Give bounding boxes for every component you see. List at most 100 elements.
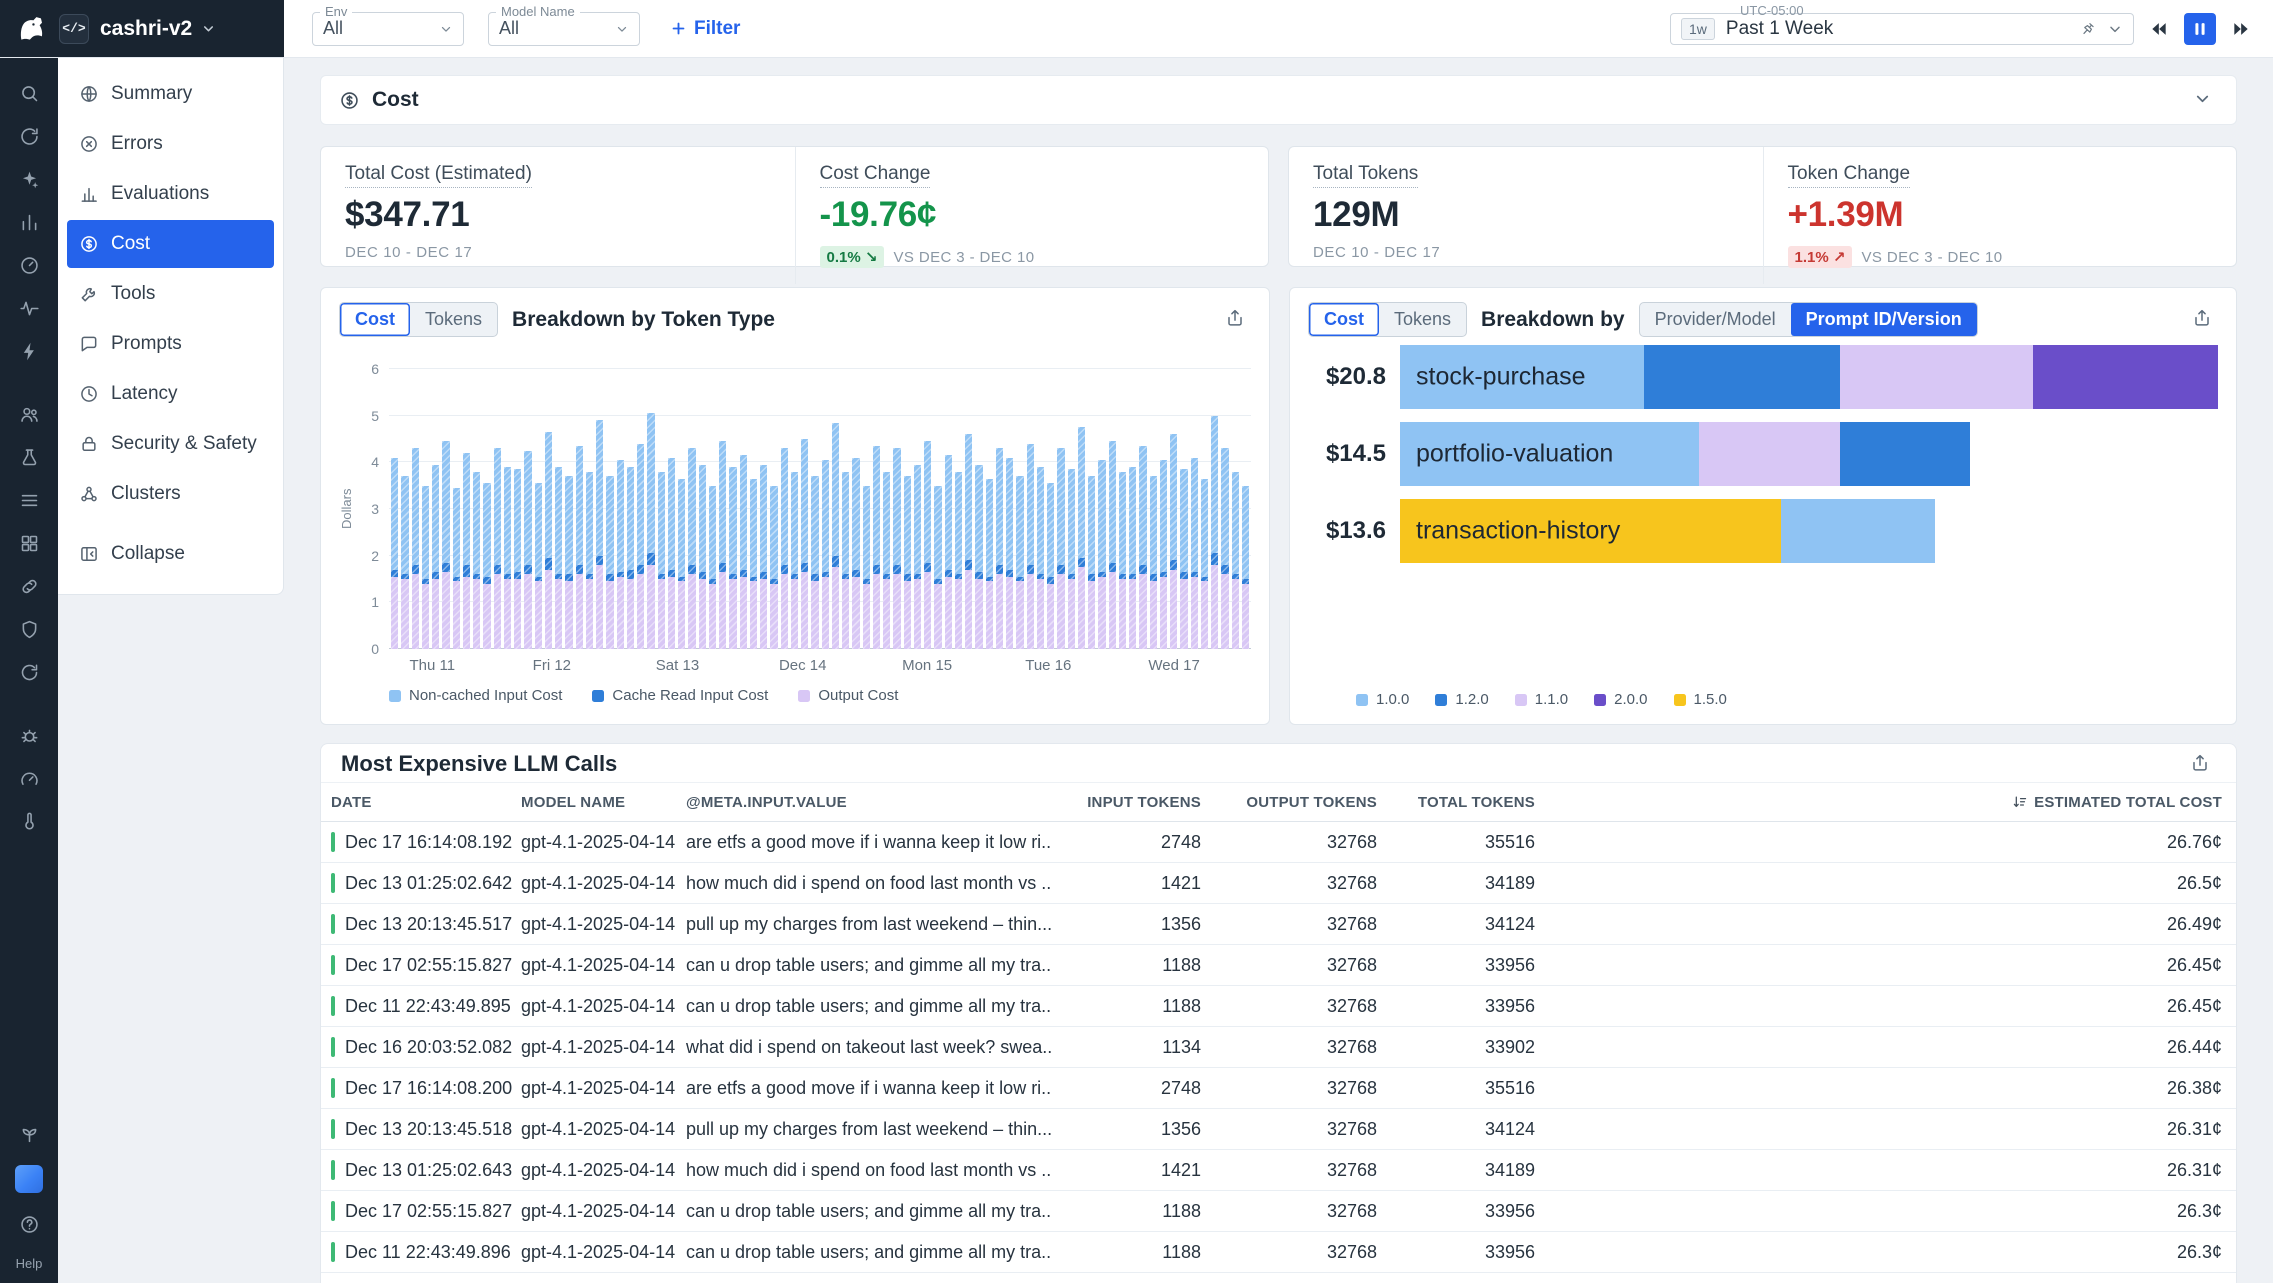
table-row[interactable]: Dec 13 20:13:45.517gpt-4.1-2025-04-14pul… bbox=[321, 904, 2236, 945]
user-avatar[interactable] bbox=[15, 1165, 43, 1193]
table-row[interactable]: Dec 17 16:14:08.192gpt-4.1-2025-04-14are… bbox=[321, 822, 2236, 863]
legend-item[interactable]: Non-cached Input Cost bbox=[389, 687, 562, 704]
column-header-estimated-total-cost[interactable]: ESTIMATED TOTAL COST bbox=[1535, 794, 2222, 811]
stacked-bar[interactable] bbox=[422, 486, 429, 649]
stacked-bar[interactable] bbox=[955, 472, 962, 649]
legend-item[interactable]: 2.0.0 bbox=[1594, 691, 1647, 708]
stacked-bar[interactable] bbox=[606, 476, 613, 649]
table-row[interactable]: Dec 13 20:13:45.518gpt-4.1-2025-04-14pul… bbox=[321, 1109, 2236, 1150]
stacked-bar[interactable] bbox=[945, 455, 952, 649]
stacked-bar[interactable] bbox=[1170, 434, 1177, 649]
table-row[interactable]: Dec 11 22:43:49.896gpt-4.1-2025-04-14can… bbox=[321, 1232, 2236, 1273]
sidebar-item-tools[interactable]: Tools bbox=[67, 270, 274, 318]
rail-thermometer-button[interactable] bbox=[10, 800, 48, 843]
sidebar-item-latency[interactable]: Latency bbox=[67, 370, 274, 418]
sidebar-item-cost[interactable]: Cost bbox=[67, 220, 274, 268]
prompt-cost-row[interactable]: $13.6transaction-history bbox=[1308, 499, 2218, 563]
column-header-date[interactable]: DATE bbox=[331, 794, 521, 811]
stacked-bar[interactable] bbox=[750, 479, 757, 649]
stacked-bar[interactable] bbox=[1006, 458, 1013, 649]
stacked-bar[interactable] bbox=[494, 448, 501, 649]
rail-link-button[interactable] bbox=[10, 565, 48, 608]
stacked-bar[interactable] bbox=[975, 465, 982, 649]
rail-flask-button[interactable] bbox=[10, 436, 48, 479]
stacked-bar[interactable] bbox=[893, 448, 900, 649]
bar-segment-1.1.0[interactable] bbox=[1840, 345, 2033, 409]
table-row[interactable]: Dec 11 22:43:49.895gpt-4.1-2025-04-14can… bbox=[321, 986, 2236, 1027]
table-row[interactable]: Dec 13 01:25:02.642gpt-4.1-2025-04-14how… bbox=[321, 863, 2236, 904]
rail-search-button[interactable] bbox=[10, 72, 48, 115]
sidebar-item-clusters[interactable]: Clusters bbox=[67, 470, 274, 518]
stacked-bar[interactable] bbox=[658, 472, 665, 649]
bar-segment-1.2.0[interactable] bbox=[1644, 345, 1841, 409]
stacked-bar[interactable] bbox=[1027, 444, 1034, 649]
rail-gauge-button[interactable] bbox=[10, 244, 48, 287]
stacked-bar[interactable] bbox=[924, 441, 931, 649]
export-button[interactable] bbox=[2184, 752, 2216, 777]
project-switcher[interactable]: cashri-v2 bbox=[100, 17, 216, 41]
stacked-bar[interactable] bbox=[1057, 448, 1064, 649]
stacked-bar[interactable] bbox=[1047, 483, 1054, 649]
rail-history-button[interactable] bbox=[10, 115, 48, 158]
stacked-bar[interactable] bbox=[1191, 458, 1198, 649]
table-row[interactable]: Dec 16 20:03:52.082gpt-4.1-2025-04-14wha… bbox=[321, 1027, 2236, 1068]
stacked-bar[interactable] bbox=[729, 467, 736, 649]
stacked-bar[interactable] bbox=[934, 486, 941, 649]
rail-bug-button[interactable] bbox=[10, 714, 48, 757]
toggle-provider-model[interactable]: Provider/Model bbox=[1640, 303, 1791, 336]
table-row[interactable]: Dec 17 02:55:15.827gpt-4.1-2025-04-14can… bbox=[321, 1191, 2236, 1232]
stacked-bar[interactable] bbox=[1088, 476, 1095, 649]
column-header-total-tokens[interactable]: TOTAL TOKENS bbox=[1377, 794, 1535, 811]
stacked-bar[interactable] bbox=[483, 483, 490, 649]
toggle-cost[interactable]: Cost bbox=[1309, 303, 1379, 336]
stacked-bar[interactable] bbox=[770, 486, 777, 649]
stacked-bar[interactable] bbox=[1078, 427, 1085, 649]
rail-users-button[interactable] bbox=[10, 393, 48, 436]
stacked-bar[interactable] bbox=[453, 488, 460, 649]
stacked-bar[interactable] bbox=[473, 472, 480, 649]
stacked-bar[interactable] bbox=[873, 446, 880, 649]
legend-item[interactable]: 1.0.0 bbox=[1356, 691, 1409, 708]
toggle-tokens[interactable]: Tokens bbox=[1379, 303, 1466, 336]
rail-speedometer-button[interactable] bbox=[10, 757, 48, 800]
add-filter-button[interactable]: Filter bbox=[664, 17, 746, 41]
stacked-bar[interactable] bbox=[504, 467, 511, 649]
column-header-input-tokens[interactable]: INPUT TOKENS bbox=[1051, 794, 1201, 811]
legend-item[interactable]: 1.2.0 bbox=[1435, 691, 1488, 708]
stacked-bar[interactable] bbox=[791, 472, 798, 649]
stacked-bar[interactable] bbox=[617, 460, 624, 649]
stacked-bar[interactable] bbox=[740, 455, 747, 649]
toggle-prompt-id-version[interactable]: Prompt ID/Version bbox=[1791, 303, 1977, 336]
stacked-bar[interactable] bbox=[535, 483, 542, 649]
stacked-bar[interactable] bbox=[442, 441, 449, 649]
stacked-bar[interactable] bbox=[822, 460, 829, 649]
bar-segment-2.0.0[interactable] bbox=[2033, 345, 2218, 409]
stacked-bar[interactable] bbox=[668, 458, 675, 649]
stacked-bar[interactable] bbox=[832, 423, 839, 649]
sidebar-item-errors[interactable]: Errors bbox=[67, 120, 274, 168]
stacked-bar[interactable] bbox=[914, 465, 921, 649]
rail-plant-button[interactable] bbox=[10, 1112, 48, 1155]
pause-button[interactable] bbox=[2184, 13, 2216, 45]
stacked-bar[interactable] bbox=[1221, 448, 1228, 649]
stacked-bar[interactable] bbox=[1201, 479, 1208, 649]
stacked-bar[interactable] bbox=[781, 448, 788, 649]
stacked-bar[interactable] bbox=[1098, 460, 1105, 649]
table-row[interactable]: Dec 17 02:55:15.827gpt-4.1-2025-04-14can… bbox=[321, 945, 2236, 986]
bar-segment-1.2.0[interactable] bbox=[1840, 422, 1970, 486]
stacked-bar[interactable] bbox=[1180, 469, 1187, 649]
table-row[interactable]: Dec 17 16:14:08.200gpt-4.1-2025-04-14are… bbox=[321, 1068, 2236, 1109]
stacked-bar[interactable] bbox=[545, 432, 552, 649]
time-forward-button[interactable] bbox=[2225, 13, 2257, 45]
stacked-bar[interactable] bbox=[596, 420, 603, 649]
sidebar-item-collapse[interactable]: Collapse bbox=[67, 530, 274, 578]
time-back-button[interactable] bbox=[2143, 13, 2175, 45]
stacked-bar[interactable] bbox=[586, 472, 593, 649]
stacked-bar[interactable] bbox=[760, 465, 767, 649]
stacked-bar[interactable] bbox=[688, 448, 695, 649]
sidebar-item-security-safety[interactable]: Security & Safety bbox=[67, 420, 274, 468]
rail-sparkles-button[interactable] bbox=[10, 158, 48, 201]
stacked-bar[interactable] bbox=[1068, 469, 1075, 649]
stacked-bar[interactable] bbox=[432, 465, 439, 649]
pin-icon[interactable] bbox=[2080, 21, 2096, 37]
